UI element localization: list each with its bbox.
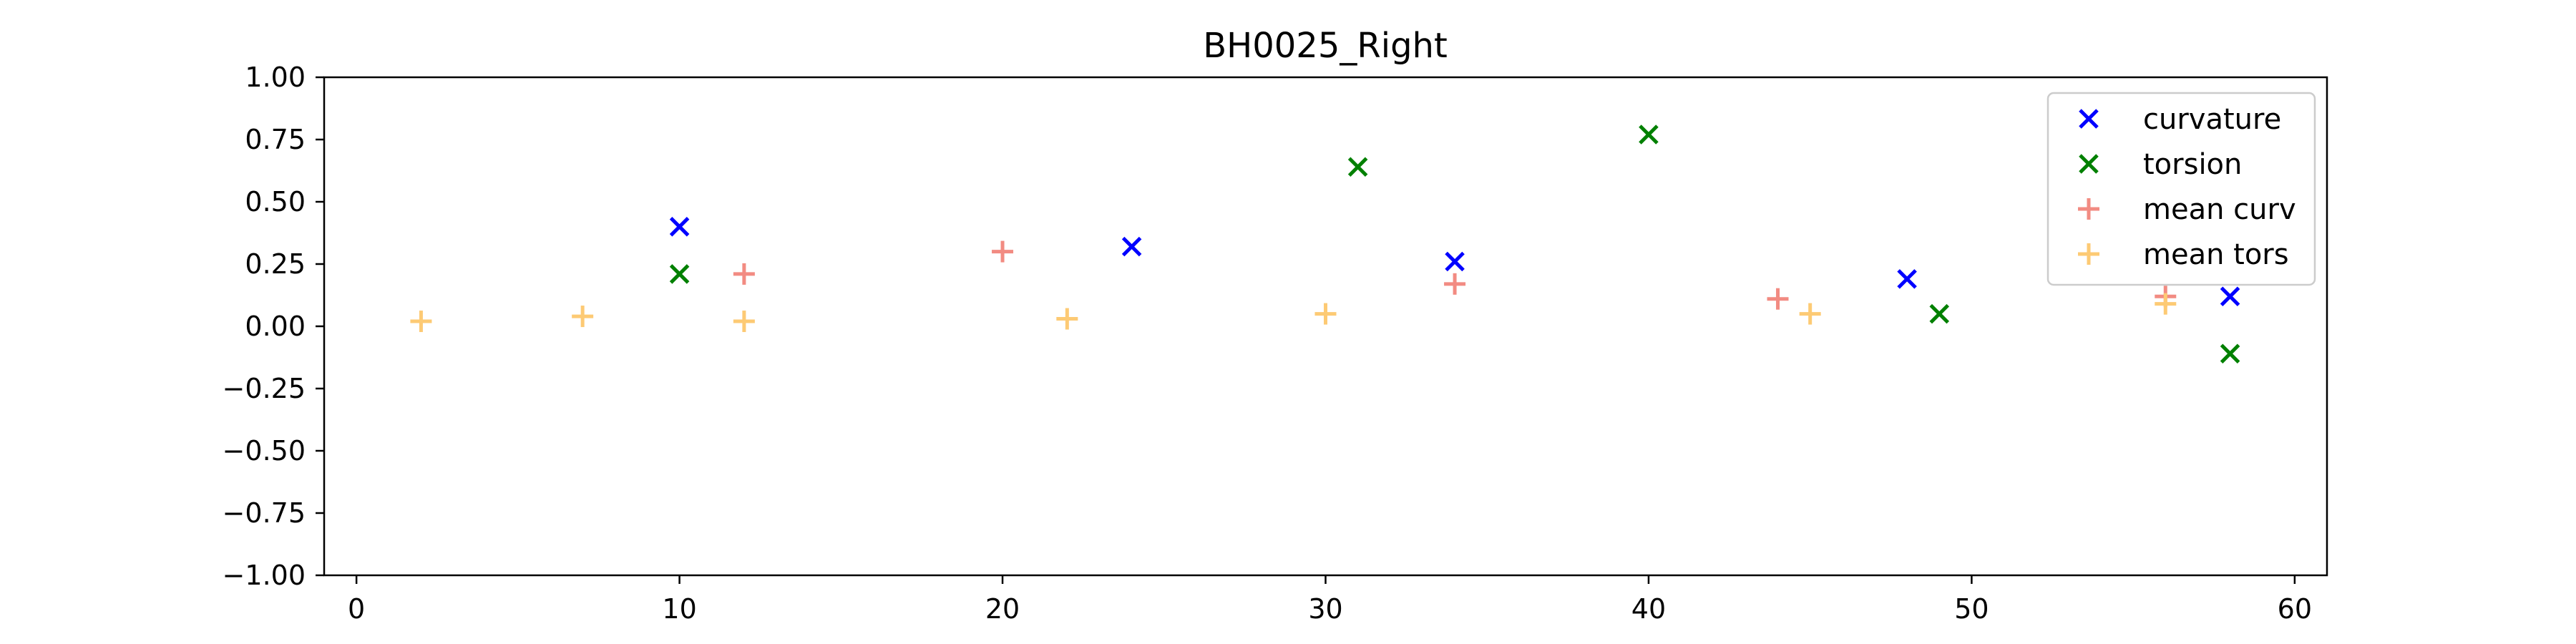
- torsion-point: [1347, 157, 1368, 177]
- y-tick-label: −0.25: [223, 373, 306, 404]
- axes: 0 10 20 30 40 50 60 1.00 0.75 0.50 0.25 0.00 −0.25 −0…: [223, 62, 2328, 625]
- mean-tors-point: [2155, 293, 2177, 315]
- curvature-point: [669, 217, 690, 237]
- mean-tors-point: [1056, 308, 1078, 330]
- mean-curv-point: [1767, 288, 1789, 310]
- y-tick-label: 0.75: [245, 124, 306, 155]
- x-tick-label: 50: [1954, 593, 1989, 625]
- mean-curv-point: [992, 240, 1014, 263]
- mean-tors-point: [1314, 303, 1337, 325]
- torsion-point: [669, 264, 690, 284]
- mean-curv-point: [733, 263, 755, 285]
- legend-marker-mean-tors: [2078, 243, 2099, 265]
- mean-tors-point: [1799, 303, 1821, 325]
- torsion-point: [2220, 343, 2240, 364]
- plot-area-frame: [323, 76, 2328, 577]
- x-tick-label: 40: [1631, 593, 1666, 625]
- legend-label-mean-tors: mean tors: [2143, 238, 2289, 271]
- mean-tors-point: [733, 311, 755, 333]
- curvature-point: [1897, 269, 1917, 289]
- data-marks: [410, 125, 2240, 364]
- x-tick-label: 60: [2278, 593, 2312, 625]
- mean-tors-point: [410, 311, 432, 333]
- legend-marker-mean-curv: [2078, 198, 2099, 220]
- torsion-point: [1929, 303, 1950, 324]
- legend-marker-curvature: [2079, 109, 2099, 129]
- curvature-point: [1121, 236, 1142, 257]
- y-tick-label: 0.00: [245, 311, 306, 342]
- mean-tors-point: [572, 306, 594, 328]
- x-tick-label: 20: [985, 593, 1020, 625]
- mean-curv-point: [1444, 273, 1466, 295]
- x-tick-label: 10: [662, 593, 696, 625]
- legend-box: [2046, 92, 2316, 286]
- legend: curvature torsion mean curv mean tors: [2046, 92, 2316, 286]
- legend-label-torsion: torsion: [2143, 148, 2242, 181]
- y-tick-label: 0.50: [245, 186, 306, 218]
- curvature-point: [2220, 286, 2240, 307]
- legend-label-mean-curv: mean curv: [2143, 193, 2296, 226]
- x-tick-label: 30: [1308, 593, 1342, 625]
- chart-title: BH0025_Right: [1203, 26, 1448, 66]
- x-tick-label: 0: [348, 593, 365, 625]
- y-tick-label: 0.25: [245, 248, 306, 280]
- legend-label-curvature: curvature: [2143, 103, 2281, 136]
- y-tick-label: −1.00: [223, 560, 306, 591]
- torsion-point: [1639, 125, 1659, 145]
- y-tick-label: −0.50: [223, 435, 306, 467]
- y-tick-label: 1.00: [245, 62, 306, 93]
- legend-marker-torsion: [2079, 154, 2099, 174]
- y-tick-label: −0.75: [223, 497, 306, 529]
- curvature-point: [1445, 251, 1465, 272]
